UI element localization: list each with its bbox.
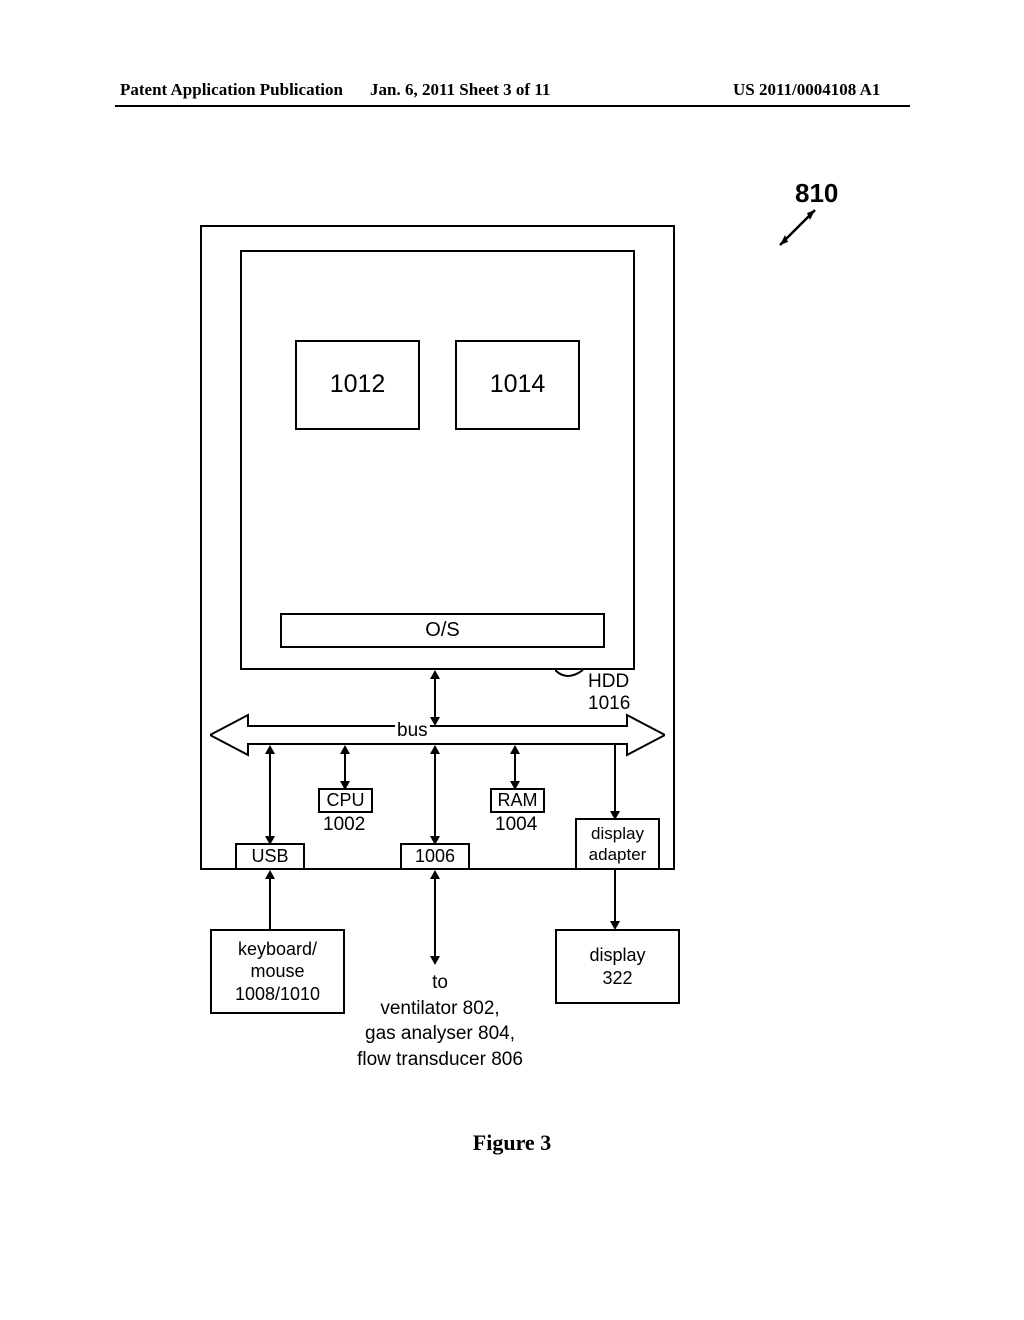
ref-810-arrow-icon [770,205,830,255]
figure-caption: Figure 3 [0,1130,1024,1156]
keyboard-mouse-label: keyboard/ mouse 1008/1010 [235,938,320,1006]
arrow-bus-ram-icon [505,745,525,790]
arrow-usb-keyboard-icon [260,870,280,930]
box-1014: 1014 [455,340,580,430]
to-line2: gas analyser 804, [350,1021,530,1047]
arrow-bus-usb-icon [260,745,280,845]
arrow-hdd-bus-icon [425,670,445,726]
usb-box: USB [235,843,305,870]
display-box: display 322 [555,929,680,1004]
arrow-1006-to-icon [425,870,445,965]
header-rule [115,105,910,107]
box-1012: 1012 [295,340,420,430]
label-1006: 1006 [415,845,455,868]
os-box: O/S [280,613,605,648]
arrow-bus-displayadapter-icon [605,745,625,820]
header-center: Jan. 6, 2011 Sheet 3 of 11 [370,80,550,100]
cpu-label: CPU [326,789,364,812]
os-label: O/S [425,618,459,643]
arrow-bus-1006-icon [425,745,445,845]
arrow-displayadapter-display-icon [605,870,625,930]
ram-num: 1004 [495,813,537,837]
display-adapter-label: display adapter [589,823,647,866]
cpu-num: 1002 [323,813,365,837]
to-block: to ventilator 802, gas analyser 804, flo… [350,970,530,1073]
ram-box: RAM [490,788,545,813]
to-line3: flow transducer 806 [350,1047,530,1073]
cpu-box: CPU [318,788,373,813]
box-1006: 1006 [400,843,470,870]
header-left: Patent Application Publication [120,80,343,100]
ram-label: RAM [498,789,538,812]
usb-label: USB [251,845,288,868]
header-right: US 2011/0004108 A1 [733,80,880,100]
label-1014: 1014 [490,369,546,400]
display-label: display 322 [589,944,645,989]
arrow-bus-cpu-icon [335,745,355,790]
to-label: to [350,970,530,996]
label-1012: 1012 [330,369,386,400]
to-line1: ventilator 802, [350,996,530,1022]
diagram: 1012 1014 O/S HDD 1016 bus [200,210,740,1030]
display-adapter-box: display adapter [575,818,660,870]
hdd-box [240,250,635,670]
hdd-curve-icon [555,670,585,690]
hdd-label: HDD [588,670,629,694]
keyboard-mouse-box: keyboard/ mouse 1008/1010 [210,929,345,1014]
